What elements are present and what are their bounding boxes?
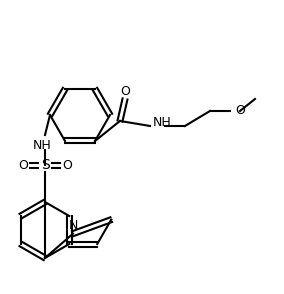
Text: O: O: [18, 158, 28, 171]
Text: O: O: [62, 158, 72, 171]
Text: S: S: [41, 158, 49, 172]
Text: O: O: [120, 86, 130, 98]
Text: NH: NH: [153, 116, 172, 129]
Text: N: N: [68, 219, 78, 232]
Text: NH: NH: [33, 138, 51, 151]
Text: O: O: [235, 104, 245, 118]
